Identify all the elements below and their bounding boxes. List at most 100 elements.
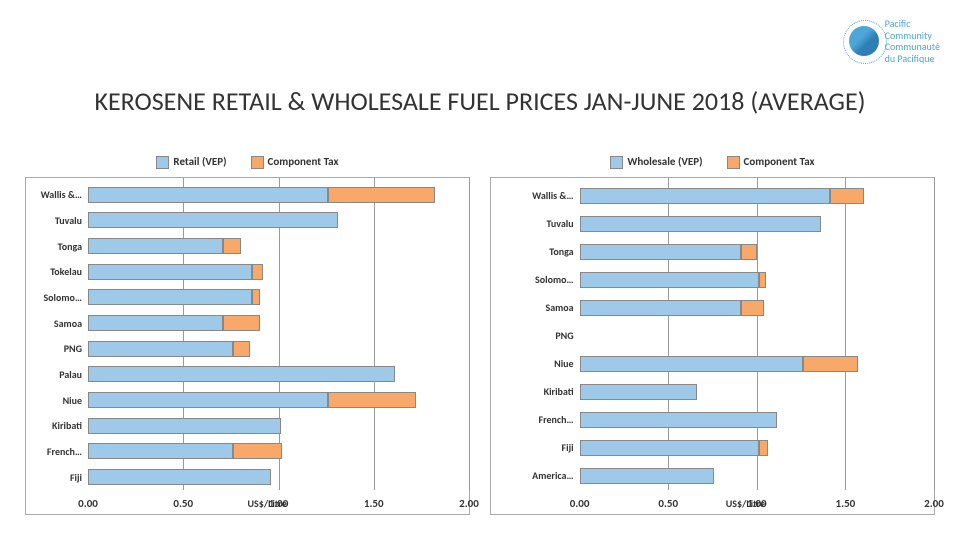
bar-row: Kiribati [580,383,934,401]
category-label: Wallis &… [20,188,82,201]
category-label: Tuvalu [20,214,82,227]
bar-row: French… [580,411,934,429]
bar-row: Niue [580,355,934,373]
category-label: Tonga [20,240,82,253]
legend-label: Component Tax [268,155,339,168]
swatch-retail [156,156,169,169]
category-label: Kiribati [20,419,82,432]
x-tick: 1.50 [836,497,856,510]
x-tick: 2.00 [924,497,944,510]
bar-row: Kiribati [88,417,469,435]
x-tick: 1.50 [364,497,384,510]
right-plot: 0.000.501.001.502.00US$/LitreWallis &…Tu… [490,177,935,515]
bar-segment-primary [580,440,759,456]
bar-row: Wallis &… [88,186,469,204]
legend-item: Component Tax [251,155,339,169]
x-axis-title: US$/Litre [248,497,287,510]
x-tick: 0.00 [570,497,590,510]
category-label: French… [485,413,574,426]
bar-segment-primary [88,341,233,357]
bar-row: PNG [580,327,934,345]
bar-row: Tonga [580,243,934,261]
logo-icon [849,26,879,56]
legend-label: Wholesale (VEP) [627,155,702,168]
legend-item: Wholesale (VEP) [610,155,702,169]
bar-segment-primary [88,238,223,254]
bar-segment-primary [88,187,328,203]
bar-row: Samoa [580,299,934,317]
category-label: Tokelau [20,265,82,278]
category-label: Fiji [20,471,82,484]
bar-segment-tax [223,238,240,254]
bar-segment-tax [328,187,435,203]
bar-segment-primary [88,212,338,228]
bar-segment-tax [741,244,757,260]
swatch-tax2 [727,156,740,169]
logo-line: Pacific [885,18,940,30]
category-label: America… [485,469,574,482]
x-tick: 0.50 [658,497,678,510]
page-title: KEROSENE RETAIL & WHOLESALE FUEL PRICES … [0,85,960,117]
category-label: PNG [485,329,574,342]
category-label: Samoa [20,317,82,330]
right-legend: Wholesale (VEP) Component Tax [490,155,935,169]
swatch-wholesale [610,156,623,169]
bar-segment-primary [580,188,830,204]
bar-segment-primary [580,468,715,484]
bar-segment-tax [759,440,768,456]
bar-segment-primary [580,244,741,260]
category-label: Wallis &… [485,189,574,202]
bar-segment-tax [803,356,858,372]
bar-segment-tax [252,289,260,305]
bar-row: Palau [88,365,469,383]
category-label: Tuvalu [485,217,574,230]
bar-segment-tax [223,315,259,331]
legend-label: Retail (VEP) [173,155,226,168]
bar-row: Fiji [88,468,469,486]
bar-segment-tax [830,188,864,204]
category-label: Niue [485,357,574,370]
bar-row: Tonga [88,237,469,255]
category-label: Fiji [485,441,574,454]
bar-segment-tax [328,392,416,408]
left-chart: Retail (VEP) Component Tax 0.000.501.001… [25,155,470,515]
bar-segment-primary [88,418,280,434]
bar-segment-primary [580,216,821,232]
logo-line: du Pacifique [885,53,940,65]
logo: Pacific Community Communauté du Pacifiqu… [849,18,940,64]
bar-segment-primary [580,300,741,316]
bar-segment-tax [741,300,764,316]
left-legend: Retail (VEP) Component Tax [25,155,470,169]
swatch-tax [251,156,264,169]
bar-row: French… [88,442,469,460]
bar-row: PNG [88,340,469,358]
category-label: French… [20,445,82,458]
charts-container: Retail (VEP) Component Tax 0.000.501.001… [25,155,935,515]
bar-segment-primary [88,366,395,382]
category-label: Samoa [485,301,574,314]
legend-item: Component Tax [727,155,815,169]
bar-segment-tax [252,264,264,280]
legend-label: Component Tax [744,155,815,168]
bar-segment-primary [88,315,223,331]
bar-segment-primary [580,356,804,372]
bar-row: Tuvalu [88,211,469,229]
bar-segment-tax [759,272,766,288]
x-axis-title: US$/Litre [726,497,765,510]
left-plot: 0.000.501.001.502.00US$/LitreWallis &…Tu… [25,177,470,515]
bar-segment-primary [88,469,271,485]
bar-segment-tax [233,341,250,357]
bar-segment-primary [88,264,252,280]
category-label: Palau [20,368,82,381]
bar-segment-primary [580,272,759,288]
bar-row: Niue [88,391,469,409]
bar-row: Solomo… [88,288,469,306]
bar-row: America… [580,467,934,485]
bar-row: Wallis &… [580,187,934,205]
right-chart: Wholesale (VEP) Component Tax 0.00 0.50 1.… [490,155,935,515]
x-tick: 0.00 [78,497,98,510]
category-label: PNG [20,342,82,355]
x-tick: 0.50 [173,497,193,510]
bar-segment-primary [88,392,328,408]
bar-row: Tokelau [88,263,469,281]
